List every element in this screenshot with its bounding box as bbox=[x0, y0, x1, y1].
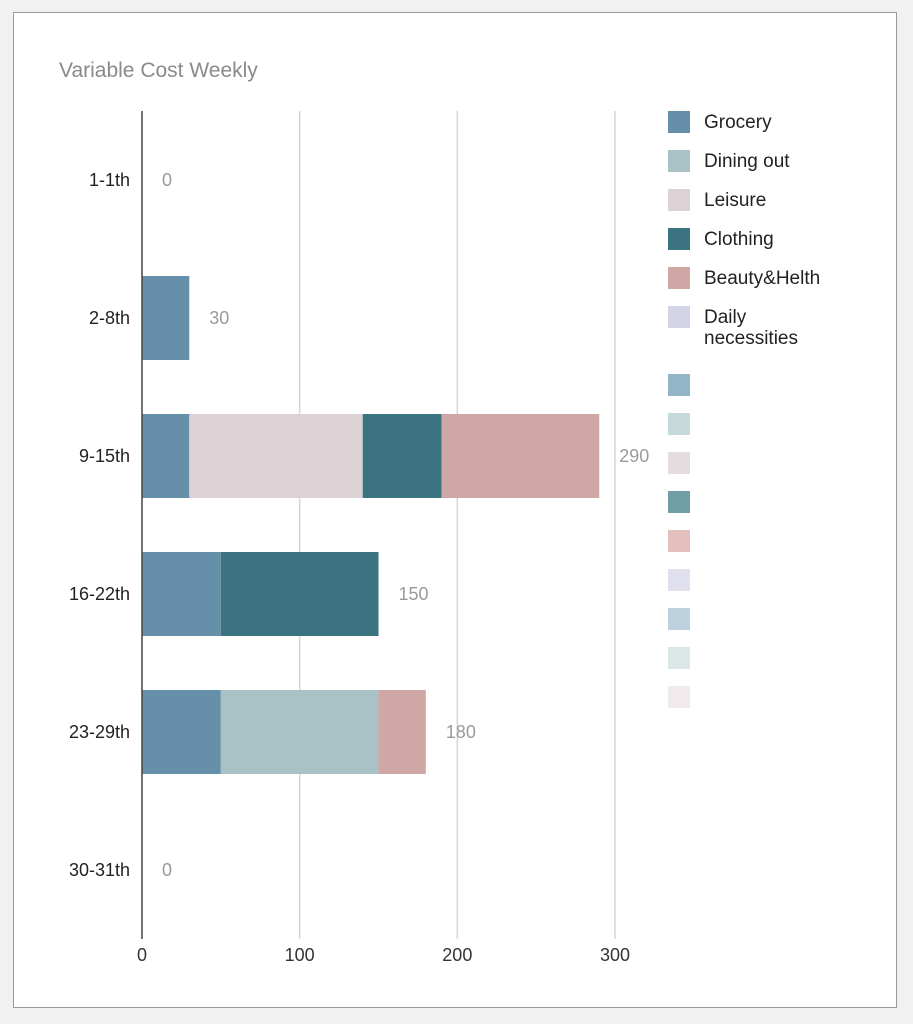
chart-frame: Variable Cost Weekly 1-1th 2-8th 9-15th 16-… bbox=[13, 12, 897, 1008]
legend-swatch-extra-1 bbox=[668, 374, 690, 396]
legend-label-clothing: Clothing bbox=[704, 229, 774, 250]
total-value-labels: 0 30 290 150 180 0 bbox=[162, 170, 649, 880]
total-label-1-1th: 0 bbox=[162, 170, 172, 190]
bar-beauty-helth-23-29th bbox=[378, 690, 426, 774]
legend-swatch-extra-9 bbox=[668, 686, 690, 708]
legend-swatch-extra-3 bbox=[668, 452, 690, 474]
x-tick-label-100: 100 bbox=[285, 945, 315, 965]
legend-swatch-extra-4 bbox=[668, 491, 690, 513]
x-tick-labels: 0 100 200 300 bbox=[137, 945, 630, 965]
total-label-9-15th: 290 bbox=[619, 446, 649, 466]
legend-label-grocery: Grocery bbox=[704, 112, 772, 133]
bar-grocery-9-15th bbox=[142, 414, 190, 498]
variable-cost-chart: Variable Cost Weekly 1-1th 2-8th 9-15th 16-… bbox=[59, 59, 820, 965]
legend-swatch-grocery bbox=[668, 111, 690, 133]
bar-beauty-helth-9-15th bbox=[441, 414, 600, 498]
category-label-9-15th: 9-15th bbox=[79, 446, 130, 466]
legend-label-dining-out: Dining out bbox=[704, 151, 790, 172]
legend-label-leisure: Leisure bbox=[704, 190, 766, 211]
bar-clothing-9-15th bbox=[362, 414, 442, 498]
category-label-16-22th: 16-22th bbox=[69, 584, 130, 604]
category-label-1-1th: 1-1th bbox=[89, 170, 130, 190]
legend-swatch-clothing bbox=[668, 228, 690, 250]
bar-grocery-16-22th bbox=[142, 552, 221, 636]
legend-swatch-beauty-helth bbox=[668, 267, 690, 289]
legend-swatch-leisure bbox=[668, 189, 690, 211]
x-tick-label-0: 0 bbox=[137, 945, 147, 965]
total-label-30-31th: 0 bbox=[162, 860, 172, 880]
category-label-23-29th: 23-29th bbox=[69, 722, 130, 742]
legend-label-daily-necessities: Daily necessities bbox=[704, 307, 798, 349]
category-label-2-8th: 2-8th bbox=[89, 308, 130, 328]
legend-swatch-extra-7 bbox=[668, 608, 690, 630]
bar-grocery-23-29th bbox=[142, 690, 221, 774]
gridlines bbox=[298, 111, 616, 939]
x-tick-label-200: 200 bbox=[442, 945, 472, 965]
x-tick-label-300: 300 bbox=[600, 945, 630, 965]
category-labels: 1-1th 2-8th 9-15th 16-22th 23-29th 30-31th bbox=[69, 170, 130, 880]
legend-swatch-extra-2 bbox=[668, 413, 690, 435]
legend-swatch-extra-8 bbox=[668, 647, 690, 669]
total-label-16-22th: 150 bbox=[399, 584, 429, 604]
legend: Grocery Dining out Leisure Clothing Beauty&H… bbox=[668, 111, 820, 708]
legend-swatch-extra-5 bbox=[668, 530, 690, 552]
legend-swatch-extra-6 bbox=[668, 569, 690, 591]
category-label-30-31th: 30-31th bbox=[69, 860, 130, 880]
legend-swatch-dining-out bbox=[668, 150, 690, 172]
bar-leisure-9-15th bbox=[189, 414, 363, 498]
legend-swatch-daily-necessities bbox=[668, 306, 690, 328]
bar-grocery-2-8th bbox=[142, 276, 190, 360]
bars bbox=[142, 276, 600, 774]
bar-clothing-16-22th bbox=[220, 552, 379, 636]
total-label-2-8th: 30 bbox=[209, 308, 229, 328]
bar-dining-out-23-29th bbox=[220, 690, 379, 774]
chart-title: Variable Cost Weekly bbox=[59, 59, 258, 82]
total-label-23-29th: 180 bbox=[446, 722, 476, 742]
legend-label-beauty-helth: Beauty&Helth bbox=[704, 268, 820, 289]
